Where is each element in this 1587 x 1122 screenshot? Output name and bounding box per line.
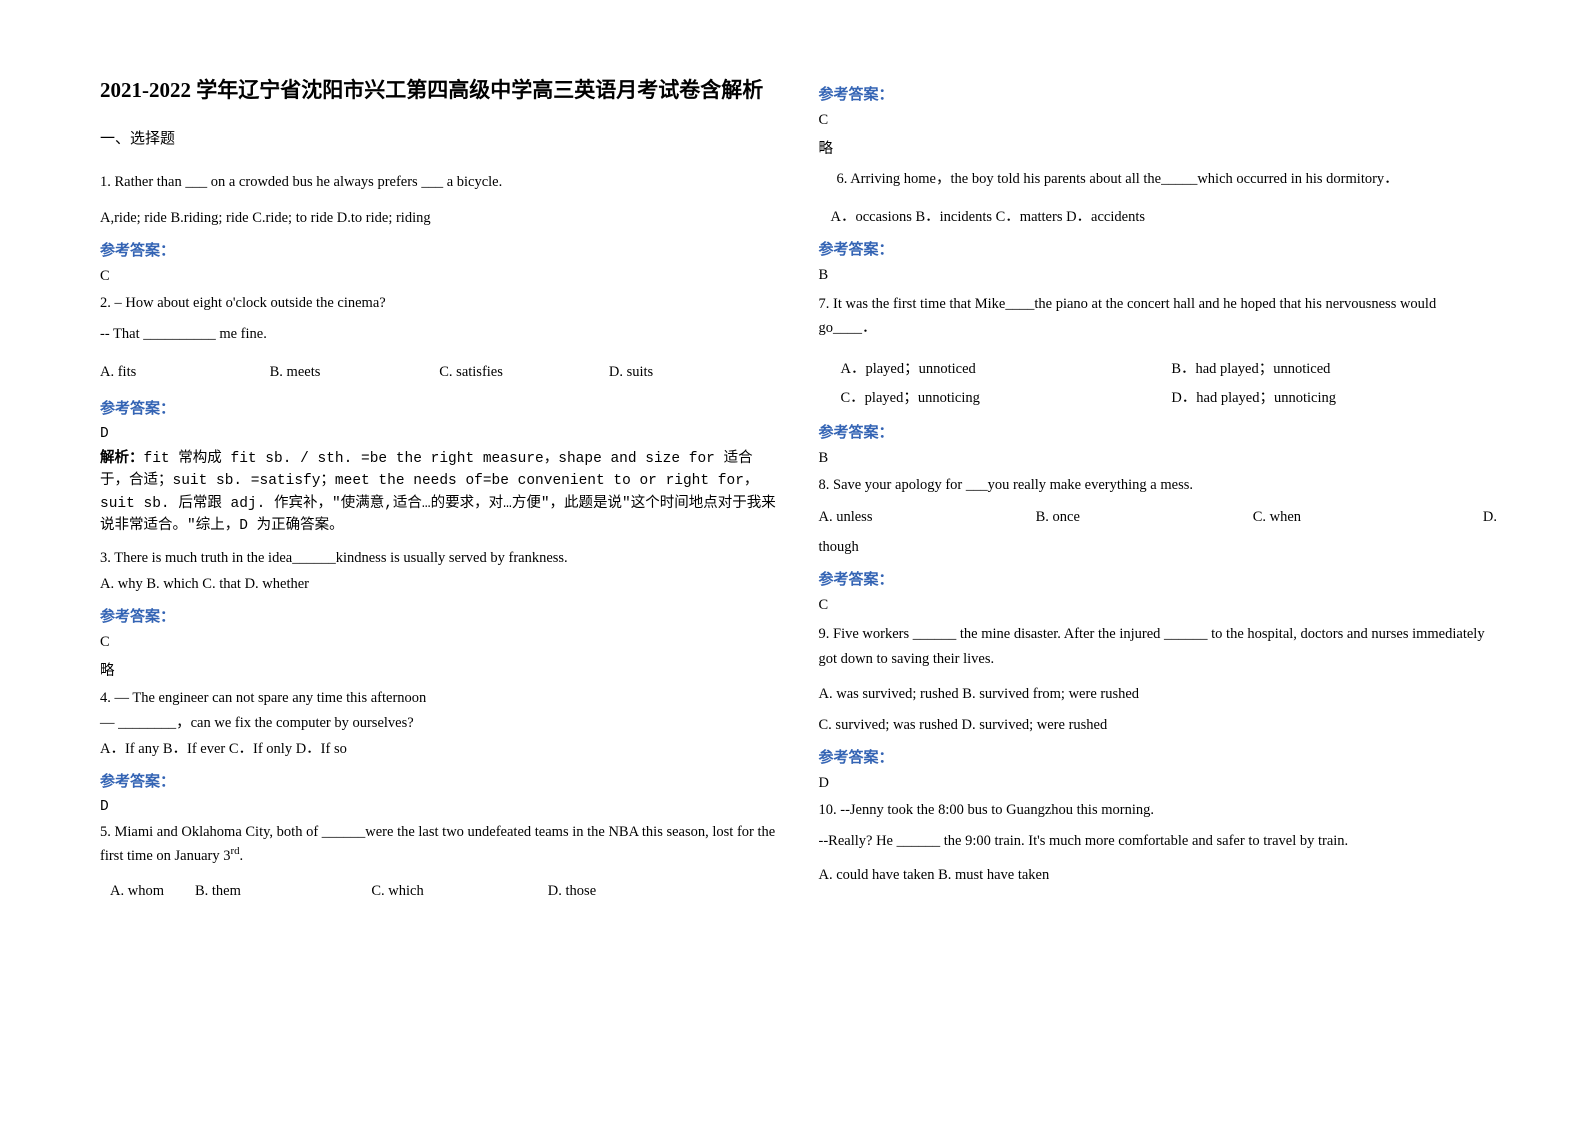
page-root: 2021-2022 学年辽宁省沈阳市兴工第四高级中学高三英语月考试卷含解析 一、… — [0, 0, 1587, 952]
q5-opt-a: A. whom — [100, 878, 195, 904]
explain-label: 解析： — [100, 451, 144, 467]
q9-text: 9. Five workers ______ the mine disaster… — [819, 622, 1498, 671]
q2-options: A. fits B. meets C. satisfies D. suits — [100, 359, 779, 385]
q2-opt-d: D. suits — [609, 359, 779, 385]
q8-answer: C — [819, 597, 1498, 614]
q2-opt-a: A. fits — [100, 359, 270, 385]
q1-answer: C — [100, 268, 779, 285]
q5-omit: 略 — [819, 137, 1498, 158]
q8-options: A. unless B. once C. when D. — [819, 504, 1498, 530]
q6-text: 6. Arriving home，the boy told his parent… — [819, 166, 1498, 194]
q2-explanation: 解析：fit 常构成 fit sb. / sth. =be the right … — [100, 448, 779, 538]
answer-label: 参考答案： — [100, 770, 779, 791]
q6-options: A．occasions B．incidents C．matters D．acci… — [819, 204, 1498, 230]
exam-title: 2021-2022 学年辽宁省沈阳市兴工第四高级中学高三英语月考试卷含解析 — [100, 75, 779, 107]
q4-text1: 4. — The engineer can not spare any time… — [100, 688, 779, 709]
q2-opt-b: B. meets — [270, 359, 440, 385]
answer-label: 参考答案： — [819, 238, 1498, 259]
q8-opt-d: though — [819, 534, 1498, 560]
q3-omit: 略 — [100, 659, 779, 680]
q5-opt-c: C. which — [371, 878, 547, 904]
q1-text: 1. Rather than ___ on a crowded bus he a… — [100, 168, 779, 197]
q7-opt-b: B．had played；unnoticed — [1171, 357, 1497, 378]
answer-label: 参考答案： — [819, 746, 1498, 767]
section-heading: 一、选择题 — [100, 127, 779, 148]
q3-options: A. why B. which C. that D. whether — [100, 571, 779, 597]
q3-text: 3. There is much truth in the idea______… — [100, 548, 779, 569]
q7-opt-d: D．had played；unnoticing — [1171, 386, 1497, 407]
q10-text2: --Really? He ______ the 9:00 train. It's… — [819, 831, 1498, 852]
q7-options-row1: A．played；unnoticed B．had played；unnotice… — [819, 357, 1498, 378]
q4-answer: D — [100, 799, 779, 815]
q4-text2: — ________，can we fix the computer by ou… — [100, 713, 779, 734]
answer-label: 参考答案： — [100, 605, 779, 626]
q2-sub: -- That __________ me fine. — [100, 324, 779, 345]
q5-opt-d: D. those — [548, 878, 711, 904]
left-column: 2021-2022 学年辽宁省沈阳市兴工第四高级中学高三英语月考试卷含解析 一、… — [100, 75, 789, 912]
q8-text: 8. Save your apology for ___you really m… — [819, 475, 1498, 496]
q2-text: 2. – How about eight o'clock outside the… — [100, 293, 779, 314]
answer-label: 参考答案： — [819, 421, 1498, 442]
q7-answer: B — [819, 450, 1498, 467]
q2-opt-c: C. satisfies — [439, 359, 609, 385]
q2-expl-body: fit 常构成 fit sb. / sth. =be the right mea… — [100, 451, 776, 534]
q9-answer: D — [819, 775, 1498, 792]
q10-text1: 10. --Jenny took the 8:00 bus to Guangzh… — [819, 800, 1498, 821]
answer-label: 参考答案： — [100, 239, 779, 260]
q9-options-1: A. was survived; rushed B. survived from… — [819, 681, 1498, 707]
q5-answer: C — [819, 112, 1498, 129]
q8-opt-d-prefix: D. — [1477, 504, 1497, 530]
answer-label: 参考答案： — [100, 397, 779, 418]
q7-text: 7. It was the first time that Mike____th… — [819, 292, 1498, 341]
q8-opt-b: B. once — [1036, 504, 1253, 530]
q7-opt-c: C．played；unnoticing — [819, 386, 1172, 407]
q3-answer: C — [100, 634, 779, 651]
q8-opt-a: A. unless — [819, 504, 1036, 530]
q6-answer: B — [819, 267, 1498, 284]
q5-end: . — [240, 848, 244, 864]
q1-options: A,ride; ride B.riding; ride C.ride; to r… — [100, 205, 779, 231]
right-column: 参考答案： C 略 6. Arriving home，the boy told … — [809, 75, 1498, 912]
q9-options-2: C. survived; was rushed D. survived; wer… — [819, 712, 1498, 738]
q2-answer: D — [100, 426, 779, 442]
q7-opt-a: A．played；unnoticed — [819, 357, 1172, 378]
q4-options: A．If any B．If ever C．If only D．If so — [100, 736, 779, 762]
q5-opt-b: B. them — [195, 878, 371, 904]
q5-options: A. whom B. them C. which D. those — [100, 878, 779, 904]
q10-options: A. could have taken B. must have taken — [819, 862, 1498, 888]
q5-sup: rd — [230, 845, 239, 857]
answer-label: 参考答案： — [819, 83, 1498, 104]
q5-text: 5. Miami and Oklahoma City, both of ____… — [100, 821, 779, 868]
q7-options-row2: C．played；unnoticing D．had played；unnotic… — [819, 386, 1498, 407]
q5-body: 5. Miami and Oklahoma City, both of ____… — [100, 824, 775, 864]
answer-label: 参考答案： — [819, 568, 1498, 589]
q8-opt-c: C. when — [1253, 504, 1477, 530]
